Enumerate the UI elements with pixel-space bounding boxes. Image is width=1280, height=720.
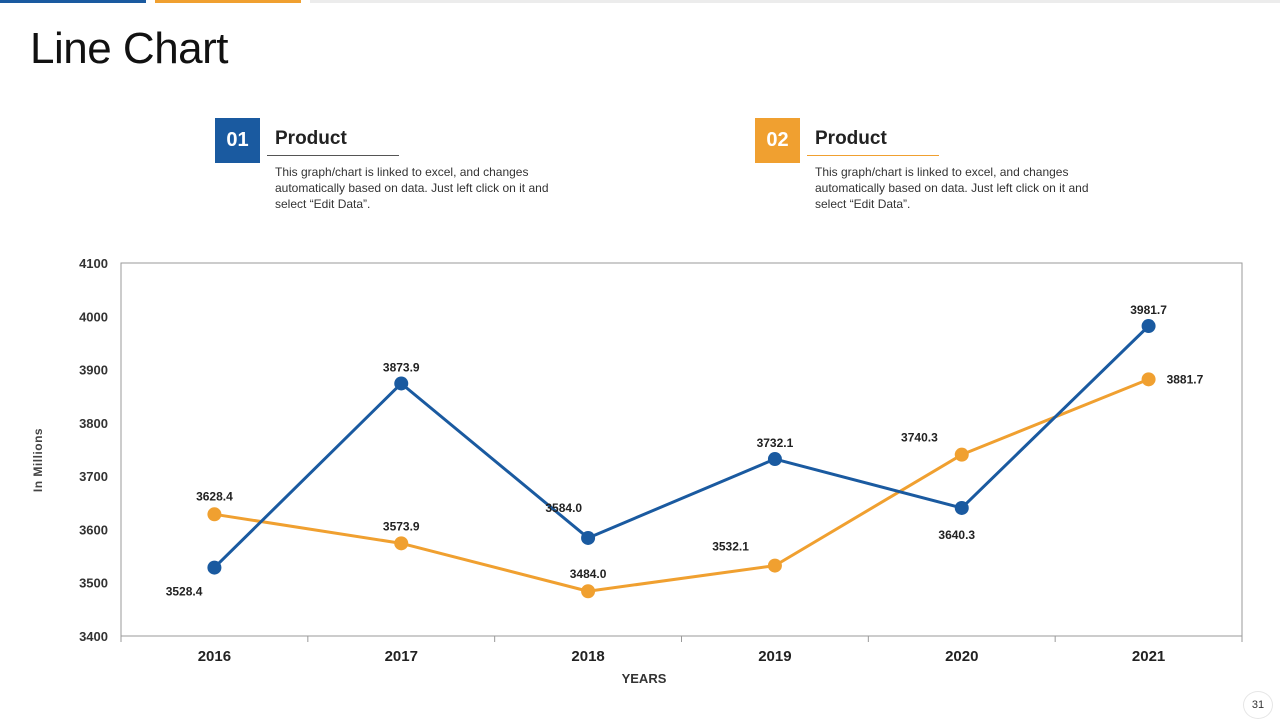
- slide-title: Line Chart: [30, 24, 229, 73]
- y-tick-label: 3700: [79, 469, 108, 484]
- data-label: 3640.3: [938, 528, 975, 542]
- data-point: [581, 584, 596, 599]
- data-point: [394, 376, 409, 391]
- data-label: 3628.4: [196, 489, 233, 503]
- y-tick-label: 3500: [79, 576, 108, 591]
- top-accent-bar-blue: [0, 0, 146, 3]
- y-tick-label: 3900: [79, 363, 108, 378]
- data-point: [1141, 372, 1156, 387]
- plot-area-border: [120, 262, 1243, 637]
- x-tick-label: 2016: [198, 648, 231, 665]
- series-line: [214, 377, 1150, 593]
- data-point: [954, 447, 969, 462]
- data-point: [207, 560, 222, 575]
- card-number-badge: 01: [215, 118, 260, 163]
- card-divider: [807, 155, 939, 156]
- x-axis-title: YEARS: [622, 671, 667, 686]
- card-heading: Product: [815, 128, 887, 149]
- data-label: 3528.4: [166, 585, 203, 599]
- y-tick-label: 4000: [79, 309, 108, 324]
- top-accent-bar-orange: [155, 0, 301, 3]
- data-label: 3484.0: [570, 567, 607, 581]
- data-label: 3873.9: [383, 360, 420, 374]
- data-label: 3573.9: [383, 519, 420, 533]
- top-accent-bar-gray: [310, 0, 1280, 3]
- data-point: [1141, 319, 1156, 334]
- data-point: [581, 530, 596, 545]
- card-heading: Product: [275, 128, 347, 149]
- data-label: 3732.1: [757, 436, 794, 450]
- card-description: This graph/chart is linked to excel, and…: [275, 165, 549, 211]
- product-card-01: 01 Product This graph/chart is linked to…: [215, 118, 555, 218]
- data-label: 3740.3: [901, 431, 938, 445]
- data-label: 3532.1: [712, 540, 749, 554]
- product-card-02: 02 Product This graph/chart is linked to…: [755, 118, 1095, 218]
- card-number-badge: 02: [755, 118, 800, 163]
- data-point: [394, 536, 409, 551]
- data-label: 3981.7: [1130, 303, 1167, 317]
- data-point: [767, 452, 782, 467]
- x-tick-label: 2017: [385, 648, 418, 665]
- data-point: [207, 507, 222, 522]
- y-tick-label: 4100: [79, 256, 108, 271]
- x-tick-label: 2020: [945, 648, 978, 665]
- page-number: 31: [1243, 691, 1273, 719]
- x-tick-label: 2019: [758, 648, 791, 665]
- x-tick-label: 2018: [571, 648, 604, 665]
- line-chart: In Millions YEARS 3400 3500 3600 3700 3800 39…: [31, 256, 1243, 686]
- y-tick-label: 3800: [79, 416, 108, 431]
- card-divider: [267, 155, 399, 156]
- y-axis-title: In Millions: [31, 428, 45, 492]
- data-point: [767, 558, 782, 573]
- data-point: [954, 500, 969, 515]
- y-tick-label: 3600: [79, 522, 108, 537]
- x-tick-label: 2021: [1132, 648, 1165, 665]
- series-line: [213, 324, 1150, 569]
- data-label: 3881.7: [1167, 372, 1204, 386]
- card-description: This graph/chart is linked to excel, and…: [815, 165, 1089, 211]
- data-label: 3584.0: [545, 501, 582, 515]
- y-tick-label: 3400: [79, 629, 108, 644]
